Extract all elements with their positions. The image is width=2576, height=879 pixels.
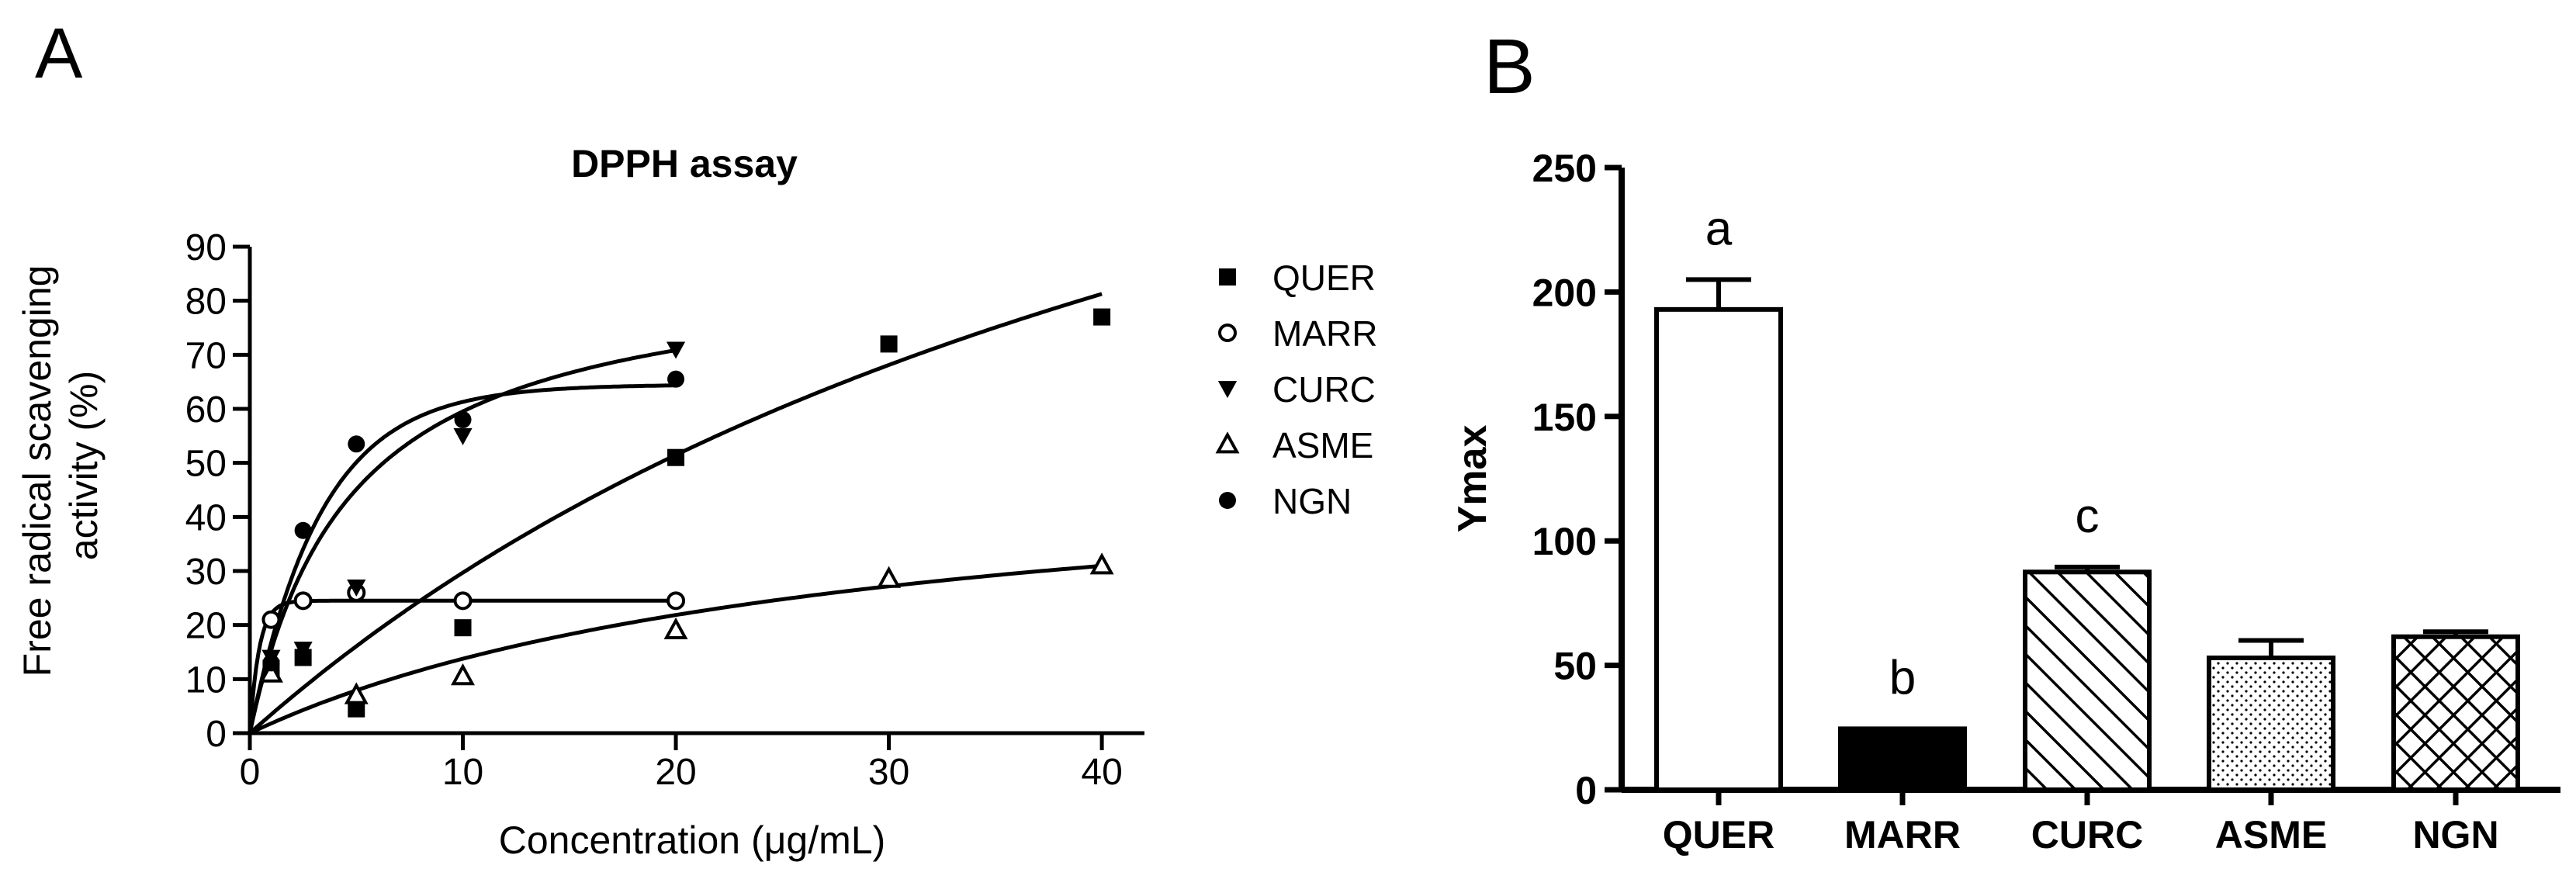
chart-a-point-marr [293,591,313,611]
chart-a-y-tick-label: 50 [185,444,227,485]
legend-marker-curc [1217,381,1238,399]
chart-a-point-quer [348,700,365,718]
chart-b-bar-marr [1838,726,1967,792]
chart-b-y-tick-label: 0 [1575,769,1597,812]
chart-a-point-asme [663,617,688,639]
chart-a-point-ngn [294,521,312,539]
legend-marker-quer [1219,268,1236,286]
chart-a-point-ngn [348,435,365,453]
chart-a-point-quer [1093,308,1111,326]
chart-a-point-curc [347,580,366,597]
chart-a-point-quer [667,448,685,466]
chart-a-y-tick-label: 40 [185,497,227,538]
chart-a-x-tick-label: 40 [1081,752,1122,793]
chart-a-point-quer [454,619,472,637]
chart-b-y-tick-label: 250 [1532,147,1597,190]
chart-a: 0 10 20 30 40 50 60 70 80 90 0 10 20 30 40 [185,227,1144,793]
chart-a-y-tick-label: 70 [185,335,227,376]
legend-marker-asme [1215,431,1240,454]
chart-a-ylabel-line2: activity (%) [62,371,106,560]
chart-a-x-tick-label: 30 [868,752,909,793]
panel-label-b: B [1484,23,1536,110]
chart-a-point-ngn [454,410,472,428]
chart-a-y-tick-label: 30 [185,552,227,593]
legend-label-asme: ASME [1272,425,1373,465]
chart-a-ylabel-line1: Free radical scavenging [16,265,59,677]
chart-b-y-tick-label: 50 [1553,645,1597,688]
chart-a-legend: QUER MARR CURC ASME NGN [1215,258,1377,521]
chart-a-x-tick-label: 10 [442,752,483,793]
legend-marker-ngn [1219,492,1236,509]
legend-label-marr: MARR [1272,313,1377,354]
chart-b-x-tick-label: QUER [1663,813,1774,857]
chart-a-point-ngn [262,654,280,672]
chart-b-bar-ngn [2391,634,2520,793]
chart-a-point-curc [293,642,313,659]
chart-b-x-tick-label: CURC [2031,813,2143,857]
chart-a-point-asme [451,663,476,686]
chart-a-y-tick-label: 80 [185,282,227,323]
chart-a-point-asme [344,682,369,704]
chart-a-ylabel: Free radical scavenging activity (%) [16,254,106,677]
chart-b-ylabel: Ymax [1450,425,1495,533]
chart-a-y-tick-label: 90 [185,227,227,268]
chart-a-curve-asme [248,563,1103,735]
chart-b-significance-letter: b [1889,651,1916,704]
chart-a-title: DPPH assay [571,142,798,185]
chart-b-significance-letter: a [1705,202,1733,255]
chart-b-x-tick-label: NGN [2412,813,2498,857]
chart-a-point-ngn [667,370,685,388]
legend-label-curc: CURC [1272,369,1376,410]
chart-a-point-marr [667,591,686,611]
chart-b-y-tick-label: 150 [1532,396,1597,439]
chart-a-x-tick-label: 0 [240,752,261,793]
chart-a-y-tick-label: 10 [185,659,227,701]
chart-b-bar-asme [2207,655,2335,793]
chart-a-x-tick-label: 20 [655,752,696,793]
chart-b-y-tick-label: 200 [1532,271,1597,314]
chart-a-point-marr [261,610,281,629]
chart-b-y-tick-label: 100 [1532,520,1597,563]
chart-a-y-tick-label: 60 [185,389,227,431]
chart-a-xlabel: Concentration (μg/mL) [499,818,885,862]
chart-b-x-tick-label: ASME [2215,813,2327,857]
panel-label-a: A [35,14,83,93]
legend-label-quer: QUER [1272,258,1376,298]
chart-a-point-curc [666,341,686,359]
chart-a-point-curc [453,427,473,445]
legend-marker-marr [1218,324,1237,342]
chart-a-point-asme [877,566,902,588]
chart-a-y-tick-label: 0 [206,714,227,755]
chart-a-curve-ngn [248,383,676,734]
legend-label-ngn: NGN [1272,481,1352,521]
chart-a-point-quer [880,335,898,353]
chart-a-point-marr [453,591,473,611]
chart-a-curve-quer [248,292,1103,735]
chart-b-x-tick-label: MARR [1844,813,1961,857]
chart-a-y-tick-label: 20 [185,606,227,647]
chart-b-bar-curc [2023,569,2152,792]
chart-b: 0 50 100 150 200 250 QUER a MARR b CURC c ASME NGN [1532,147,2560,857]
chart-b-significance-letter: c [2076,490,2100,543]
chart-a-point-asme [1089,552,1114,575]
chart-a-point-asme [258,660,283,683]
chart-b-bar-quer [1654,306,1783,792]
